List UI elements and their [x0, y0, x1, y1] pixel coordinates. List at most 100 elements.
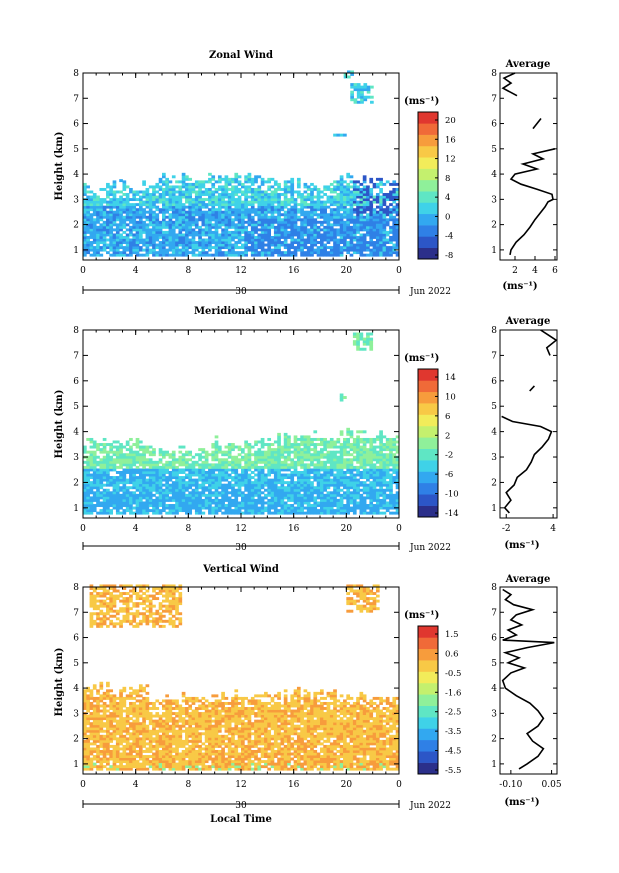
heatmap-cell — [241, 238, 245, 242]
heatmap-cell — [323, 253, 327, 257]
heatmap-cell — [366, 483, 370, 487]
heatmap-cell — [198, 225, 202, 229]
heatmap-cell — [115, 233, 120, 237]
heatmap-cell — [273, 205, 278, 209]
heatmap-cell — [194, 193, 199, 196]
heatmap-cell — [343, 238, 347, 242]
heatmap-cell — [283, 180, 288, 184]
heatmap-cell — [287, 440, 291, 444]
heatmap-cell — [241, 471, 245, 474]
heatmap-cell — [152, 205, 156, 209]
heatmap-cell — [333, 133, 337, 137]
heatmap-cell — [260, 471, 265, 474]
heatmap-cell — [264, 501, 268, 505]
heatmap-cell — [366, 200, 370, 204]
heatmap-cell — [83, 213, 87, 217]
heatmap-cell — [379, 486, 383, 490]
heatmap-cell — [247, 483, 252, 487]
heatmap-cell — [165, 493, 169, 497]
heatmap-cell — [336, 223, 341, 227]
heatmap-cell — [168, 233, 173, 237]
heatmap-cell — [224, 195, 229, 199]
heatmap-cell — [106, 465, 110, 469]
heatmap-cell — [92, 509, 97, 513]
heatmap-cell — [217, 476, 222, 480]
heatmap-cell — [152, 460, 156, 464]
meridional-wind-title: Meridional Wind — [194, 306, 288, 317]
heatmap-cell — [320, 478, 324, 482]
heatmap-cell — [303, 246, 308, 250]
heatmap-cell — [352, 220, 357, 224]
heatmap-cell — [112, 478, 117, 482]
heatmap-cell — [99, 233, 104, 237]
heatmap-cell — [152, 248, 156, 252]
heatmap-cell — [329, 491, 334, 495]
heatmap-cell — [296, 180, 301, 184]
heatmap-cell — [250, 225, 255, 229]
heatmap-cell — [326, 233, 331, 237]
heatmap-cell — [208, 509, 212, 513]
heatmap-cell — [241, 506, 245, 510]
heatmap-cell — [320, 460, 324, 464]
heatmap-cell — [112, 506, 117, 510]
heatmap-cell — [326, 215, 331, 219]
heatmap-cell — [217, 220, 222, 224]
heatmap-cell — [247, 208, 252, 212]
heatmap-cell — [296, 235, 301, 239]
heatmap-cell — [138, 498, 143, 502]
heatmap-cell — [175, 246, 179, 250]
heatmap-cell — [333, 486, 337, 490]
heatmap-cell — [329, 509, 334, 513]
heatmap-cell — [201, 465, 206, 469]
heatmap-cell — [92, 491, 97, 495]
heatmap-cell — [178, 251, 183, 255]
heatmap-cell — [217, 198, 222, 202]
heatmap-cell — [106, 210, 110, 214]
heatmap-cell — [125, 233, 130, 237]
heatmap-cell — [283, 230, 288, 234]
colorbar-swatch — [418, 179, 438, 192]
heatmap-cell — [257, 498, 262, 502]
heatmap-cell — [346, 427, 351, 431]
heatmap-cell — [158, 491, 163, 495]
heatmap-cell — [194, 253, 199, 257]
heatmap-cell — [356, 208, 360, 212]
heatmap-cell — [333, 208, 337, 212]
heatmap-cell — [109, 504, 114, 507]
heatmap-cell — [247, 230, 252, 234]
heatmap-cell — [175, 213, 179, 217]
heatmap-cell — [369, 337, 374, 341]
heatmap-cell — [349, 198, 354, 202]
heatmap-cell — [138, 455, 143, 459]
heatmap-cell — [343, 185, 347, 189]
heatmap-cell — [303, 243, 308, 247]
heatmap-cell — [352, 230, 357, 234]
heatmap-cell — [254, 180, 258, 184]
heatmap-cell — [188, 190, 193, 194]
heatmap-cell — [395, 504, 400, 507]
x-tick-label: 8 — [185, 524, 191, 534]
heatmap-cell — [280, 465, 285, 469]
heatmap-cell — [352, 187, 357, 191]
heatmap-cell — [247, 445, 252, 449]
heatmap-cell — [349, 471, 354, 474]
heatmap-cell — [339, 200, 344, 204]
heatmap-cell — [372, 228, 377, 232]
heatmap-cell — [306, 486, 311, 490]
heatmap-cell — [320, 203, 324, 207]
heatmap-cell — [86, 243, 90, 247]
heatmap-cell — [257, 187, 262, 191]
heatmap-cell — [237, 486, 242, 490]
heatmap-cell — [250, 491, 255, 495]
heatmap-cell — [247, 488, 252, 492]
heatmap-cell — [132, 193, 137, 196]
heatmap-cell — [188, 208, 193, 212]
heatmap-cell — [250, 463, 255, 467]
heatmap-cell — [115, 230, 120, 234]
heatmap-cell — [155, 220, 160, 224]
heatmap-cell — [241, 218, 245, 222]
heatmap-cell — [198, 493, 202, 497]
heatmap-cell — [359, 335, 364, 339]
heatmap-cell — [339, 190, 344, 194]
heatmap-cell — [290, 198, 295, 202]
